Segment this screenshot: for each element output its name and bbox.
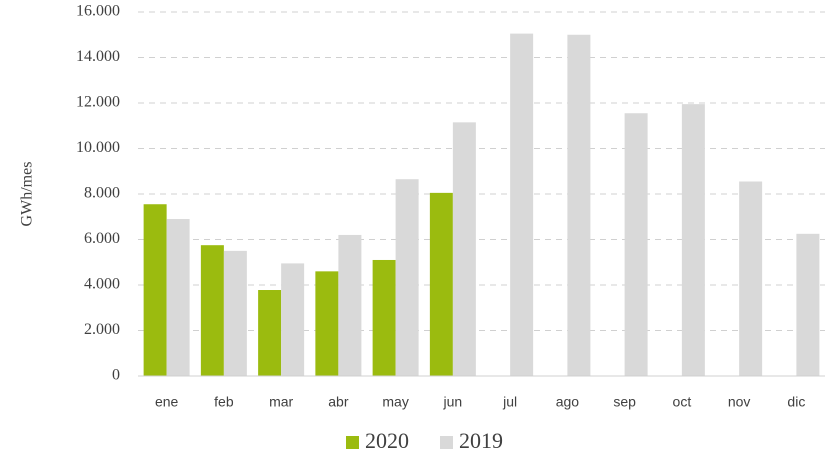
y-tick-label: 8.000: [84, 185, 120, 202]
x-tick-label: nov: [728, 394, 751, 410]
bar: [624, 113, 648, 377]
legend-label: 2019: [459, 428, 503, 453]
y-tick-label: 0: [112, 367, 120, 384]
y-tick-label: 6.000: [84, 230, 120, 247]
bar: [567, 34, 591, 376]
bar: [315, 271, 339, 376]
x-tick-label: feb: [214, 394, 234, 410]
bar: [281, 263, 305, 376]
bar: [338, 234, 362, 376]
bar: [796, 233, 820, 376]
y-tick-label: 12.000: [76, 94, 120, 111]
x-tick-label: dic: [787, 394, 805, 410]
y-tick-label: 4.000: [84, 276, 120, 293]
y-axis-label: GWh/mes: [19, 162, 36, 227]
bar: [166, 219, 190, 376]
bar: [510, 33, 534, 377]
y-tick-label: 16.000: [76, 3, 120, 20]
legend-label: 2020: [365, 428, 409, 453]
bar: [681, 104, 705, 376]
legend-swatch: [346, 436, 359, 449]
x-tick-label: ago: [556, 394, 580, 410]
bar: [372, 259, 396, 376]
x-tick-label: ene: [155, 394, 179, 410]
x-tick-label: oct: [673, 394, 692, 410]
legend-swatch: [440, 436, 453, 449]
y-tick-label: 14.000: [76, 48, 120, 65]
x-tick-label: abr: [328, 394, 349, 410]
y-tick-label: 10.000: [76, 139, 120, 156]
bar: [143, 204, 167, 376]
bar: [258, 290, 282, 376]
bar: [223, 250, 247, 376]
bar: [395, 179, 419, 376]
x-tick-label: may: [382, 394, 408, 410]
bar: [429, 192, 453, 376]
x-tick-label: mar: [269, 394, 293, 410]
bar: [200, 245, 224, 376]
x-tick-label: jun: [443, 394, 463, 410]
bar: [739, 181, 763, 376]
x-tick-label: jul: [502, 394, 517, 410]
bar: [452, 122, 476, 377]
y-tick-label: 2.000: [84, 321, 120, 338]
x-tick-label: sep: [613, 394, 636, 410]
